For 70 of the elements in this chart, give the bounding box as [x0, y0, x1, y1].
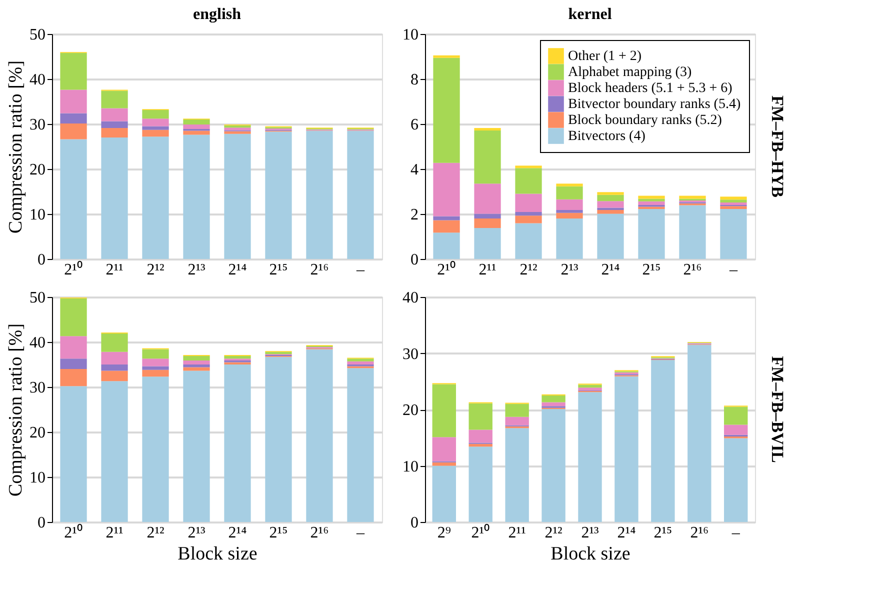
y2-axis-title: FM–FB–BVIL [768, 356, 787, 463]
y-tick-label: 30 [30, 116, 46, 134]
x-tick-label: 2¹² [520, 262, 538, 278]
x-tick-label: 2¹⁴ [617, 524, 636, 542]
y2-axis-title: FM–FB–HYB [768, 96, 787, 198]
y-tick-label: 0 [410, 252, 418, 268]
x-tick-label: 2⁹ [437, 524, 452, 542]
y-tick-label: 30 [402, 346, 418, 363]
x-tick-label: 2¹³ [188, 524, 206, 542]
x-axis-title: Block size [178, 544, 258, 564]
legend-label: Bitvectors (4) [568, 129, 646, 144]
x-tick-label: 2¹⁰ [437, 260, 456, 278]
y-tick-label: 30 [30, 380, 46, 396]
legend-label: Block boundary ranks (5.2) [568, 113, 722, 128]
x-tick-label: 2¹⁴ [601, 262, 620, 278]
legend-label: Alphabet mapping (3) [568, 65, 692, 80]
x-tick-label: 2¹² [146, 524, 165, 542]
x-tick-label: 2¹² [146, 262, 165, 278]
legend-label: Other (1 + 2) [568, 49, 642, 64]
x-tick-label: 2¹⁶ [310, 262, 329, 278]
y-tick-label: 10 [30, 470, 46, 486]
x-tick-label: 2¹⁵ [269, 262, 288, 278]
x-tick-label: – [355, 262, 366, 278]
x-tick-label: 2¹² [544, 524, 563, 542]
y-tick-label: 20 [30, 162, 46, 178]
y-tick-label: 2 [410, 206, 418, 224]
chart-title: kernel [568, 6, 612, 23]
x-tick-label: 2¹⁴ [228, 524, 248, 542]
x-tick-label: 2¹⁶ [690, 524, 709, 542]
y-tick-label: 8 [410, 72, 418, 88]
x-tick-label: – [730, 524, 741, 542]
x-tick-label: 2¹³ [581, 524, 599, 542]
y-tick-label: 40 [30, 72, 46, 88]
y-tick-label: 0 [38, 514, 46, 532]
y-tick-label: 0 [38, 252, 46, 268]
x-tick-label: 2¹⁶ [683, 262, 702, 278]
y-tick-label: 10 [30, 206, 46, 224]
legend-label: Block headers (5.1 + 5.3 + 6) [568, 81, 733, 96]
x-tick-label: 2¹⁰ [64, 524, 83, 542]
x-tick-label: 2¹³ [188, 262, 206, 278]
y-tick-label: 50 [30, 290, 46, 306]
x-tick-label: 2¹⁴ [228, 262, 248, 278]
x-tick-label: 2¹⁰ [64, 260, 83, 278]
x-axis-title: Block size [550, 544, 630, 564]
x-tick-label: 2¹⁵ [654, 524, 672, 542]
x-tick-label: – [355, 524, 366, 542]
y-tick-label: 40 [402, 290, 418, 306]
y-tick-label: 10 [402, 26, 418, 44]
legend-label: Bitvector boundary ranks (5.4) [568, 97, 741, 112]
y-tick-label: 50 [30, 26, 46, 44]
y-axis-title: Compression ratio [%] [6, 60, 26, 234]
chart-title: english [192, 6, 242, 23]
x-tick-label: 2¹¹ [106, 262, 124, 278]
x-tick-label: 2¹¹ [508, 524, 526, 542]
y-tick-label: 10 [402, 458, 418, 476]
y-tick-label: 20 [30, 424, 46, 442]
x-tick-label: 2¹³ [560, 262, 579, 278]
x-tick-label: 2¹⁰ [471, 524, 490, 542]
y-tick-label: 4 [410, 162, 418, 178]
y-tick-label: 40 [30, 334, 46, 352]
x-tick-label: 2¹¹ [478, 262, 497, 278]
y-tick-label: 6 [410, 116, 418, 134]
y-tick-label: 0 [410, 514, 418, 532]
x-tick-label: – [728, 262, 738, 278]
y-axis-title: Compression ratio [%] [6, 323, 26, 497]
x-tick-label: 2¹¹ [106, 524, 124, 542]
y-tick-label: 20 [402, 402, 418, 419]
x-tick-label: 2¹⁵ [642, 262, 661, 278]
x-tick-label: 2¹⁶ [310, 524, 329, 542]
x-tick-label: 2¹⁵ [269, 524, 288, 542]
